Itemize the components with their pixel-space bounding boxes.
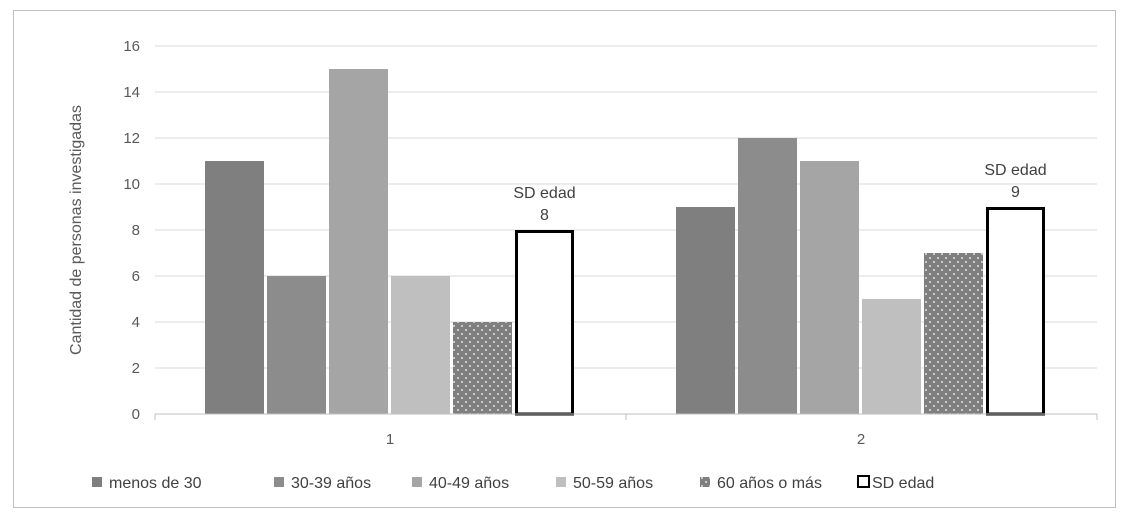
data-label: 8 — [540, 207, 549, 224]
y-tick-label: 2 — [132, 360, 140, 377]
legend-label: 30-39 años — [291, 475, 371, 492]
legend-label: 50-59 años — [573, 475, 653, 492]
legend-label: SD edad — [872, 475, 934, 492]
bar-40-49-años-1 — [329, 69, 388, 414]
bar-50-59-años-1 — [391, 276, 450, 414]
bar-50-59-años-2 — [862, 299, 921, 414]
bar-30-39-años-2 — [738, 138, 797, 414]
y-tick-label: 10 — [123, 176, 140, 193]
legend-swatch — [556, 477, 566, 487]
bar-sd-edad-1 — [515, 230, 574, 416]
data-label: SD edad — [984, 162, 1046, 179]
legend-swatch — [857, 475, 870, 488]
bar-menos-de-30-2 — [676, 207, 735, 414]
bar-60-años-o-más-1 — [453, 322, 512, 414]
y-axis-ticks: 0 2 4 6 8 10 12 14 16 — [123, 38, 140, 423]
legend: menos de 30 30-39 años 40-49 años 50-59 año… — [92, 475, 934, 492]
data-label: SD edad — [513, 185, 575, 202]
legend-swatch — [92, 477, 102, 487]
x-axis — [154, 413, 1098, 420]
legend-label: 60 años o más — [717, 475, 822, 492]
bar-menos-de-30-1 — [205, 161, 264, 414]
bar-sd-edad-2 — [986, 207, 1045, 416]
y-tick-label: 6 — [132, 268, 140, 285]
legend-swatch — [700, 477, 710, 487]
data-label: 9 — [1011, 184, 1020, 201]
bar-60-años-o-más-2 — [924, 253, 983, 414]
bar-40-49-años-2 — [800, 161, 859, 414]
y-tick-label: 4 — [132, 314, 140, 331]
y-tick-label: 12 — [123, 130, 140, 147]
x-tick-label: 2 — [857, 431, 865, 448]
legend-label: 40-49 años — [429, 475, 509, 492]
y-axis-label: Cantidad de personas investigadas — [68, 105, 85, 355]
y-tick-label: 0 — [132, 406, 140, 423]
bars — [205, 69, 1045, 416]
y-tick-label: 14 — [123, 84, 140, 101]
bar-30-39-años-1 — [267, 276, 326, 414]
legend-swatch — [412, 477, 422, 487]
y-tick-label: 8 — [132, 222, 140, 239]
y-tick-label: 16 — [123, 38, 140, 55]
legend-label: menos de 30 — [109, 475, 202, 492]
data-labels: SD edad 8 SD edad 9 — [513, 162, 1046, 224]
legend-swatch — [274, 477, 284, 487]
x-tick-label: 1 — [386, 431, 394, 448]
